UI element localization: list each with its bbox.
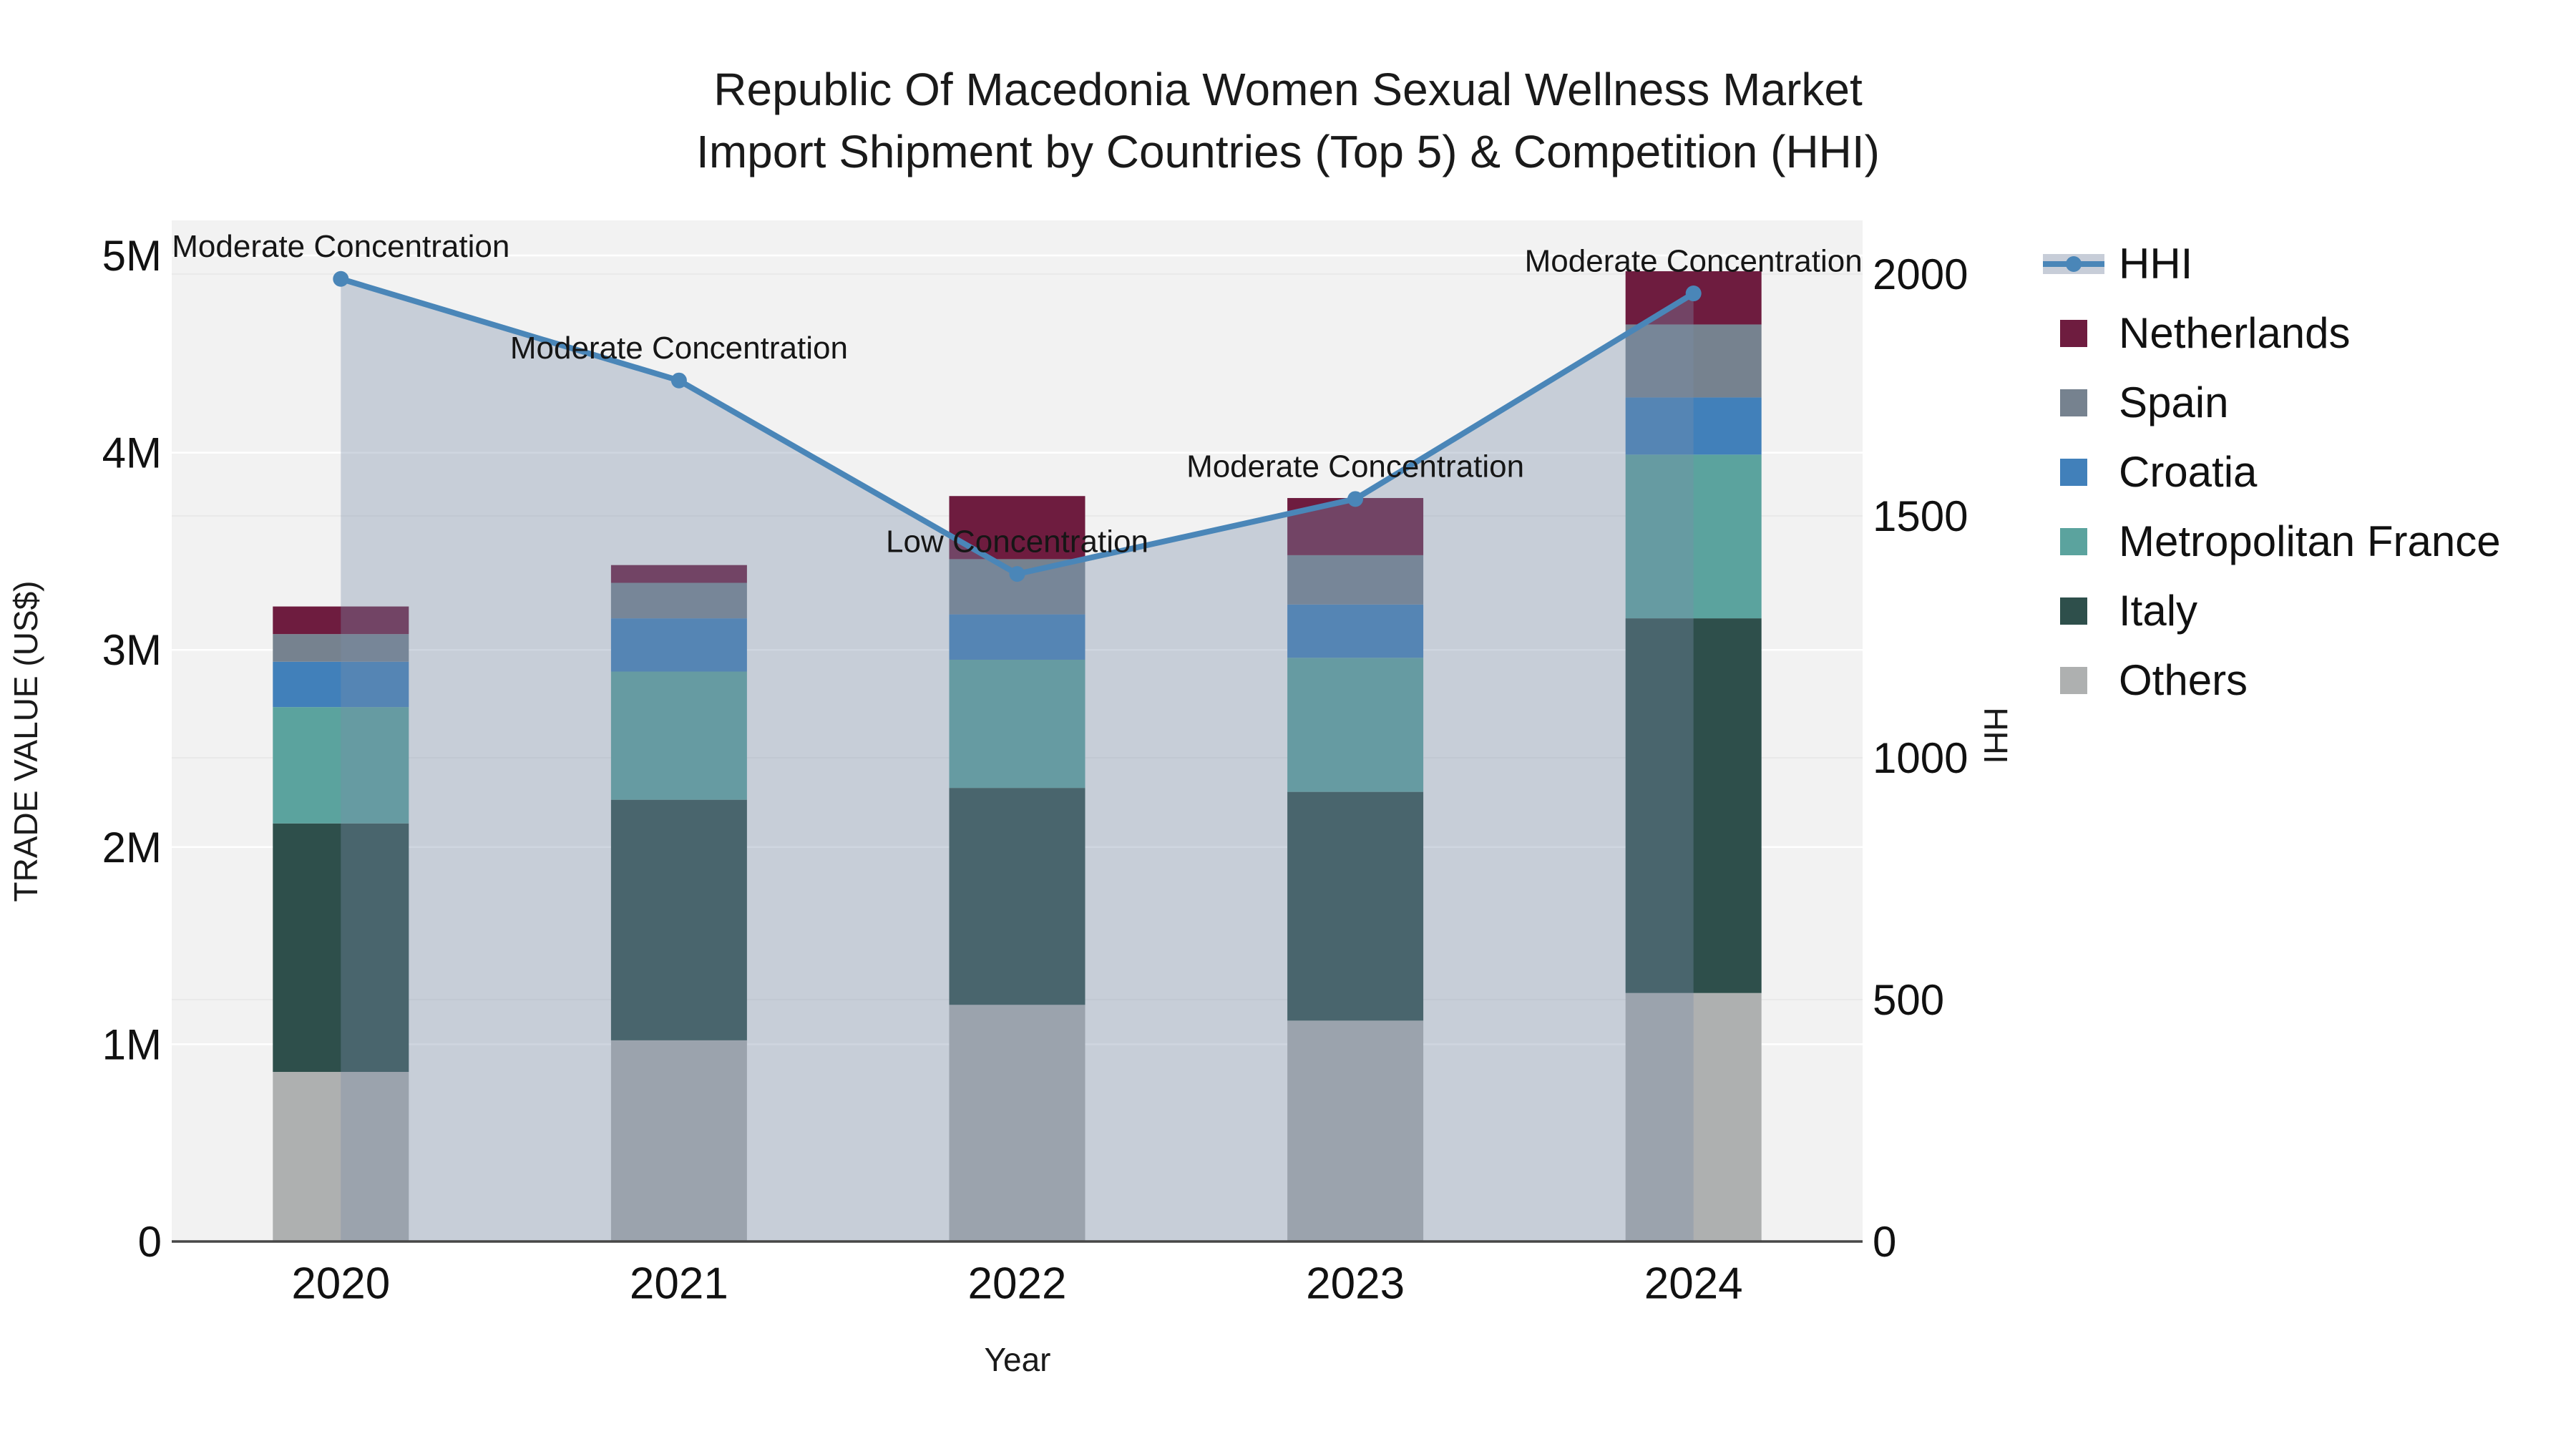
bar-segment-croatia-2024[interactable] [1625, 397, 1762, 455]
left-tick-0: 0 [138, 1218, 162, 1266]
legend-square-swatch [2043, 389, 2104, 417]
annotation-2024: Moderate Concentration [1525, 243, 1863, 278]
hhi-marker-2021[interactable] [670, 372, 687, 389]
legend-item-netherlands[interactable]: Netherlands [2043, 298, 2501, 368]
bar-segment-croatia-2022[interactable] [949, 614, 1085, 660]
x-axis-title: Year [984, 1341, 1051, 1378]
left-tick-1M: 1M [102, 1020, 162, 1068]
legend-line-swatch [2043, 250, 2104, 278]
right-tick-1000: 1000 [1873, 734, 1968, 782]
legend-color-swatch-icon [2060, 389, 2087, 416]
bar-segment-metropolitan-france-2021[interactable] [610, 671, 747, 800]
legend-square-swatch [2043, 666, 2104, 695]
chart-title: Republic Of Macedonia Women Sexual Welln… [0, 59, 2576, 183]
bar-segment-metropolitan-france-2022[interactable] [949, 659, 1085, 789]
chart-title-line1: Republic Of Macedonia Women Sexual Welln… [713, 64, 1863, 115]
bar-segment-others-2022[interactable] [949, 1005, 1085, 1241]
bar-segment-metropolitan-france-2020[interactable] [273, 707, 409, 824]
bar-segment-others-2020[interactable] [273, 1071, 409, 1241]
legend-square-swatch [2043, 597, 2104, 625]
bar-segment-spain-2023[interactable] [1287, 555, 1424, 605]
legend-label: Netherlands [2119, 309, 2351, 357]
bar-segment-croatia-2020[interactable] [273, 661, 409, 708]
legend-item-croatia[interactable]: Croatia [2043, 437, 2501, 507]
left-tick-2M: 2M [102, 824, 162, 872]
legend-color-swatch-icon [2060, 597, 2087, 625]
left-tick-4M: 4M [102, 429, 162, 477]
bar-segment-spain-2020[interactable] [273, 634, 409, 662]
x-tick-2021: 2021 [630, 1259, 728, 1309]
legend-color-swatch-icon [2060, 458, 2087, 486]
hhi-marker-2020[interactable] [333, 270, 349, 287]
right-tick-0: 0 [1873, 1218, 1896, 1266]
legend-color-swatch-icon [2060, 527, 2087, 555]
bar-segment-italy-2024[interactable] [1625, 618, 1762, 993]
bar-segment-italy-2023[interactable] [1287, 791, 1424, 1021]
legend-marker-dot-icon [2066, 255, 2082, 272]
annotation-2020: Moderate Concentration [172, 229, 509, 264]
right-tick-1500: 1500 [1873, 492, 1968, 540]
annotation-2023: Moderate Concentration [1186, 449, 1524, 484]
chart-title-line2: Import Shipment by Countries (Top 5) & C… [696, 126, 1880, 177]
legend-square-swatch [2043, 319, 2104, 348]
legend-color-swatch-icon [2060, 666, 2087, 694]
hhi-area [341, 278, 1694, 1241]
legend-item-spain[interactable]: Spain [2043, 368, 2501, 437]
legend-label: Others [2119, 656, 2248, 704]
legend-color-swatch-icon [2060, 319, 2087, 347]
legend-item-metropolitan-france[interactable]: Metropolitan France [2043, 507, 2501, 576]
bar-segment-italy-2020[interactable] [273, 823, 409, 1072]
bar-segment-netherlands-2020[interactable] [273, 606, 409, 635]
x-tick-2020: 2020 [291, 1259, 390, 1309]
bar-segment-italy-2021[interactable] [610, 799, 747, 1040]
bar-segment-croatia-2021[interactable] [610, 618, 747, 672]
legend-square-swatch [2043, 527, 2104, 556]
left-tick-3M: 3M [102, 626, 162, 674]
legend-label: Metropolitan France [2119, 517, 2501, 565]
legend: HHI Netherlands Spain Croatia Metropolitan F… [2043, 229, 2501, 715]
bar-segment-others-2021[interactable] [610, 1040, 747, 1241]
legend-label: Spain [2119, 379, 2229, 426]
bar-segment-croatia-2023[interactable] [1287, 604, 1424, 658]
legend-item-hhi[interactable]: HHI [2043, 229, 2501, 298]
hhi-marker-2022[interactable] [1009, 566, 1025, 582]
x-tick-2022: 2022 [968, 1259, 1067, 1309]
bar-segment-others-2024[interactable] [1625, 992, 1762, 1241]
legend-label: Croatia [2119, 448, 2258, 496]
legend-item-others[interactable]: Others [2043, 645, 2501, 715]
bar-segment-metropolitan-france-2023[interactable] [1287, 658, 1424, 792]
hhi-marker-2023[interactable] [1347, 491, 1364, 507]
bar-segment-others-2023[interactable] [1287, 1020, 1424, 1241]
legend-label: HHI [2119, 240, 2193, 288]
x-tick-2023: 2023 [1306, 1259, 1405, 1309]
annotation-2022: Low Concentration [886, 525, 1148, 560]
annotation-2021: Moderate Concentration [510, 331, 848, 366]
right-tick-2000: 2000 [1873, 250, 1968, 298]
legend-item-italy[interactable]: Italy [2043, 576, 2501, 645]
left-tick-5M: 5M [102, 232, 162, 280]
bar-segment-spain-2024[interactable] [1625, 324, 1762, 398]
hhi-marker-2024[interactable] [1685, 286, 1702, 302]
x-tick-2024: 2024 [1644, 1259, 1743, 1309]
legend-label: Italy [2119, 587, 2198, 635]
bar-segment-italy-2022[interactable] [949, 788, 1085, 1005]
bar-segment-metropolitan-france-2024[interactable] [1625, 454, 1762, 619]
legend-square-swatch [2043, 458, 2104, 487]
right-tick-500: 500 [1873, 976, 1944, 1024]
bar-segment-netherlands-2021[interactable] [610, 565, 747, 583]
bar-segment-spain-2021[interactable] [610, 582, 747, 619]
